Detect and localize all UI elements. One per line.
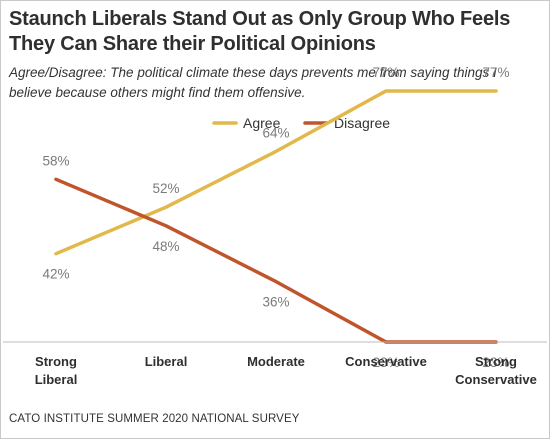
data-label-agree: 64% — [262, 125, 289, 140]
plot-area: 42% 52% 64% 77% 77% 58% 48% 36% 23% 23% — [42, 65, 509, 370]
legend-label-agree: Agree — [243, 115, 281, 131]
data-label-agree: 42% — [42, 267, 69, 282]
data-label-agree: 77% — [482, 65, 509, 80]
x-tick-label: Liberal — [145, 354, 188, 369]
chart-legend: Agree Disagree — [212, 115, 390, 131]
source-note: CATO INSTITUTE SUMMER 2020 NATIONAL SURV… — [9, 413, 300, 425]
x-tick-label: Strong Conservative — [455, 354, 537, 387]
x-tick-label: Conservative — [345, 354, 427, 369]
x-tick-label: Moderate — [247, 354, 305, 369]
data-label-disagree: 58% — [42, 153, 69, 168]
series-line-disagree — [54, 177, 498, 344]
x-tick-label: Strong Liberal — [35, 354, 78, 387]
x-axis: Strong Liberal Liberal Moderate Conservative… — [3, 341, 547, 387]
data-label-disagree: 23% — [482, 355, 509, 370]
series-line-agree — [54, 89, 498, 256]
data-label-agree: 52% — [152, 181, 179, 196]
data-label-disagree: 48% — [152, 239, 179, 254]
chart-title: Staunch Liberals Stand Out as Only Group… — [9, 8, 511, 55]
data-label-agree: 77% — [372, 65, 399, 80]
chart-subtitle: Agree/Disagree: The political climate th… — [9, 65, 497, 100]
data-label-disagree: 23% — [372, 355, 399, 370]
legend-label-disagree: Disagree — [334, 115, 390, 131]
data-label-disagree: 36% — [262, 295, 289, 310]
